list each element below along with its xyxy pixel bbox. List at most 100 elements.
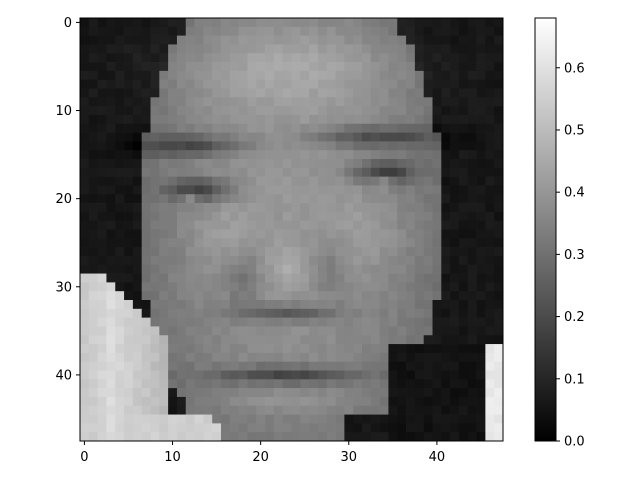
heatmap-cell: [317, 370, 328, 380]
heatmap-cell: [370, 194, 380, 204]
heatmap-cell: [203, 247, 213, 257]
heatmap-cell: [485, 176, 495, 186]
heatmap-cell: [344, 370, 354, 380]
heatmap-cell: [221, 167, 231, 177]
heatmap-cell: [388, 70, 398, 81]
heatmap-cell: [150, 106, 160, 116]
heatmap-cell: [150, 185, 160, 195]
heatmap-cell: [291, 344, 301, 354]
heatmap-cell: [326, 361, 336, 371]
heatmap-cell: [176, 379, 187, 389]
heatmap-cell: [362, 132, 372, 142]
heatmap-cell: [106, 405, 116, 415]
heatmap-cell: [317, 132, 328, 142]
heatmap-cell: [432, 273, 442, 283]
heatmap-cell: [115, 379, 125, 389]
heatmap-cell: [467, 203, 477, 213]
heatmap-cell: [97, 211, 107, 222]
heatmap-cell: [159, 432, 169, 442]
heatmap-cell: [229, 150, 239, 160]
heatmap-cell: [414, 335, 425, 345]
heatmap-cell: [432, 185, 442, 195]
heatmap-cell: [168, 282, 178, 292]
heatmap-cell: [344, 238, 354, 248]
heatmap-cell: [132, 229, 143, 239]
heatmap-cell: [124, 423, 134, 433]
heatmap-cell: [150, 300, 160, 310]
heatmap-cell: [176, 388, 187, 398]
heatmap-cell: [150, 396, 160, 407]
heatmap-cell: [282, 53, 292, 63]
heatmap-cell: [485, 220, 495, 230]
heatmap-cell: [423, 220, 433, 230]
heatmap-cell: [124, 229, 134, 239]
heatmap-cell: [432, 317, 442, 327]
heatmap-cell: [168, 70, 178, 81]
heatmap-cell: [124, 26, 134, 36]
heatmap-cell: [168, 79, 178, 89]
heatmap-cell: [353, 300, 363, 310]
heatmap-cell: [476, 370, 486, 380]
heatmap-cell: [80, 123, 90, 133]
heatmap-cell: [185, 132, 195, 142]
heatmap-cell: [247, 361, 257, 371]
heatmap-cell: [247, 211, 257, 222]
heatmap-cell: [229, 167, 239, 177]
heatmap-cell: [203, 405, 213, 415]
heatmap-cell: [370, 405, 380, 415]
heatmap-cell: [370, 264, 380, 274]
heatmap-cell: [388, 344, 398, 354]
heatmap-cell: [124, 396, 134, 407]
heatmap-cell: [212, 185, 222, 195]
heatmap-cell: [97, 123, 107, 133]
plot-frame: [79, 17, 504, 442]
heatmap-cell: [132, 405, 143, 415]
heatmap-cell: [176, 335, 187, 345]
heatmap-cell: [388, 335, 398, 345]
heatmap-cell: [335, 194, 345, 204]
heatmap-cell: [450, 150, 460, 160]
heatmap-cell: [379, 220, 389, 230]
heatmap-cell: [467, 282, 477, 292]
heatmap-cell: [300, 370, 310, 380]
heatmap-cell: [229, 335, 239, 345]
heatmap-cell: [467, 123, 477, 133]
heatmap-cell: [326, 414, 336, 424]
heatmap-cell: [247, 150, 257, 160]
heatmap-cell: [229, 211, 239, 222]
heatmap-cell: [467, 211, 477, 222]
heatmap-cell: [247, 432, 257, 442]
heatmap-cell: [309, 211, 319, 222]
heatmap-cell: [194, 141, 204, 151]
heatmap-cell: [238, 308, 248, 318]
heatmap-cell: [423, 238, 433, 248]
heatmap-cell: [247, 396, 257, 407]
heatmap-cell: [124, 97, 134, 107]
heatmap-cell: [450, 18, 460, 28]
heatmap-cell: [176, 291, 187, 301]
heatmap-cell: [326, 405, 336, 415]
heatmap-cell: [362, 352, 372, 363]
heatmap-cell: [423, 26, 433, 36]
heatmap-cell: [124, 150, 134, 160]
heatmap-cell: [106, 35, 116, 45]
heatmap-cell: [379, 238, 389, 248]
heatmap-cell: [432, 35, 442, 45]
heatmap-cell: [467, 62, 477, 72]
heatmap-cell: [467, 44, 477, 54]
heatmap-cell: [132, 423, 143, 433]
heatmap-cell: [265, 53, 275, 63]
heatmap-cell: [115, 414, 125, 424]
heatmap-cell: [362, 388, 372, 398]
heatmap-cell: [476, 62, 486, 72]
heatmap-cell: [485, 432, 495, 442]
heatmap-cell: [282, 326, 292, 336]
heatmap-cell: [458, 211, 469, 222]
heatmap-cell: [467, 273, 477, 283]
heatmap-cell: [467, 141, 477, 151]
heatmap-cell: [203, 308, 213, 318]
heatmap-cell: [194, 26, 204, 36]
heatmap-cell: [379, 273, 389, 283]
heatmap-cell: [106, 291, 116, 301]
heatmap-cell: [291, 88, 301, 98]
